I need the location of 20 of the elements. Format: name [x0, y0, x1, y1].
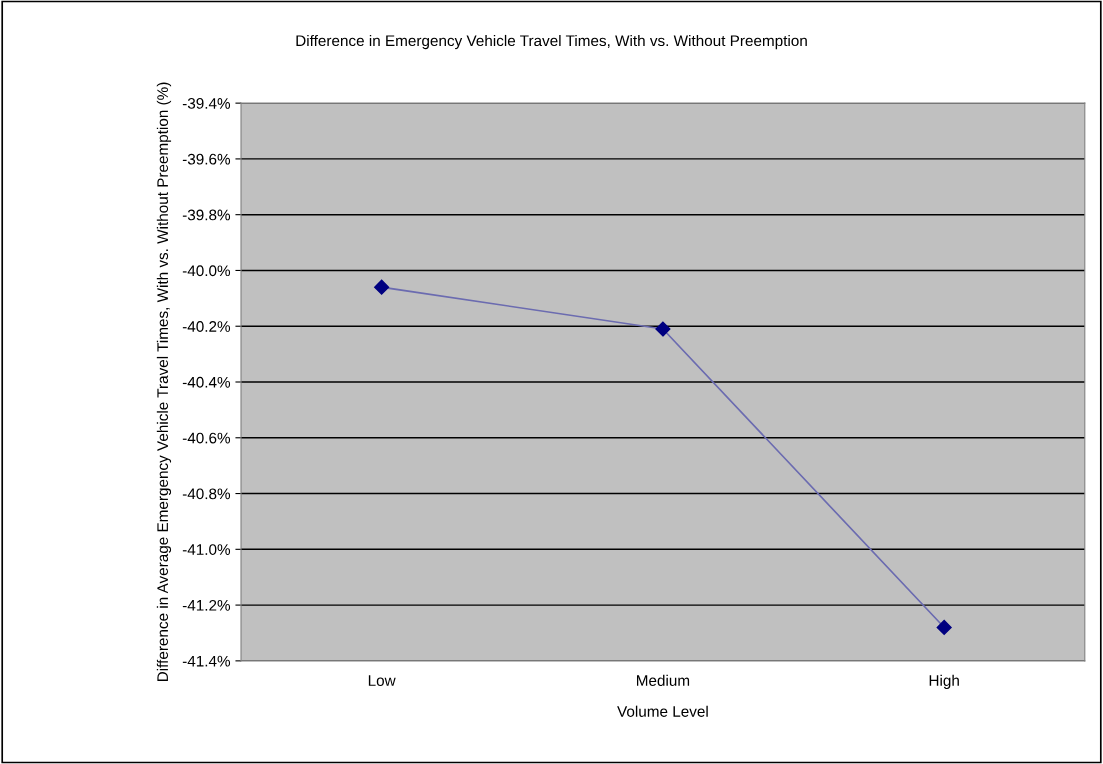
x-tick-label: High	[929, 674, 959, 689]
point	[655, 321, 671, 337]
y-tick-label: -39.6%	[182, 153, 231, 165]
chart-title: Difference in Emergency Vehicle Travel Times, With vs. Without Preemption	[296, 34, 807, 50]
y-tick-label: -39.8%	[182, 209, 231, 221]
y-tick-label: -40.4%	[182, 376, 231, 388]
y-tick-label: -40.8%	[182, 488, 231, 500]
x-axis-title: Volume Level	[617, 705, 708, 717]
y-tick-label: -41.2%	[182, 599, 231, 611]
y-axis-title: Difference in Average Emergency Vehicle Travel Times, With vs. Without Preemption (%)	[156, 82, 172, 682]
y-tick-label: -40.6%	[182, 432, 231, 444]
y-tick-label: -39.4%	[182, 98, 231, 109]
point	[936, 619, 952, 635]
x-tick-label: Low	[368, 675, 396, 686]
y-tick-label: -41.0%	[182, 544, 231, 555]
y-tick-label: -40.0%	[182, 265, 231, 277]
y-tick-label: -41.4%	[182, 655, 231, 667]
y-tick-label: -40.2%	[182, 321, 231, 332]
point	[374, 279, 390, 295]
x-tick-label: Medium	[636, 674, 690, 686]
